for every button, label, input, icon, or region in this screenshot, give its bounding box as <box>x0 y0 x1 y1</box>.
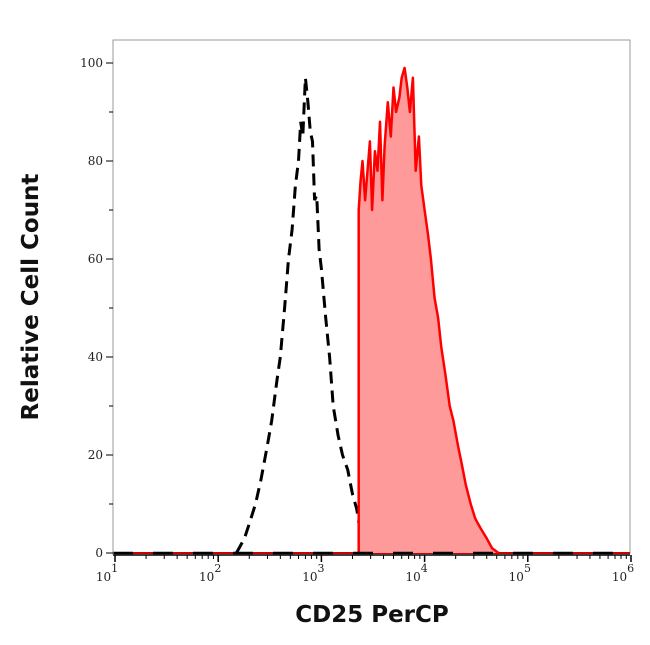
series-layer <box>113 66 630 555</box>
y-tick-label: 100 <box>80 56 103 70</box>
x-axis-title: CD25 PerCP <box>295 602 449 628</box>
x-tick-label: 106 <box>612 562 634 584</box>
x-tick-exponent: 6 <box>627 562 634 575</box>
x-tick-exponent: 3 <box>318 562 325 575</box>
x-tick-base: 10 <box>302 570 317 584</box>
x-tick-label: 104 <box>405 562 427 584</box>
x-tick-exponent: 5 <box>524 562 531 575</box>
y-tick-label: 20 <box>88 448 103 462</box>
x-tick-label: 105 <box>509 562 531 584</box>
y-tick-label: 80 <box>88 154 103 168</box>
series-line-1 <box>357 66 500 554</box>
y-tick-label: 60 <box>88 252 103 266</box>
x-tick-base: 10 <box>509 570 524 584</box>
x-tick-base: 10 <box>405 570 420 584</box>
x-tick-label: 103 <box>302 562 324 584</box>
x-tick-exponent: 2 <box>214 562 221 575</box>
x-tick-base: 10 <box>96 570 111 584</box>
y-tick-label: 40 <box>88 350 103 364</box>
x-tick-label: 102 <box>199 562 221 584</box>
x-tick-base: 10 <box>199 570 214 584</box>
series-fill-1 <box>358 67 499 554</box>
x-tick-base: 10 <box>612 570 627 584</box>
x-tick-exponent: 1 <box>111 562 118 575</box>
y-axis-title: Relative Cell Count <box>18 174 44 421</box>
y-tick-label: 0 <box>95 546 103 560</box>
series-line-0 <box>235 77 366 554</box>
x-tick-label: 101 <box>96 562 118 584</box>
x-tick-exponent: 4 <box>421 562 428 575</box>
